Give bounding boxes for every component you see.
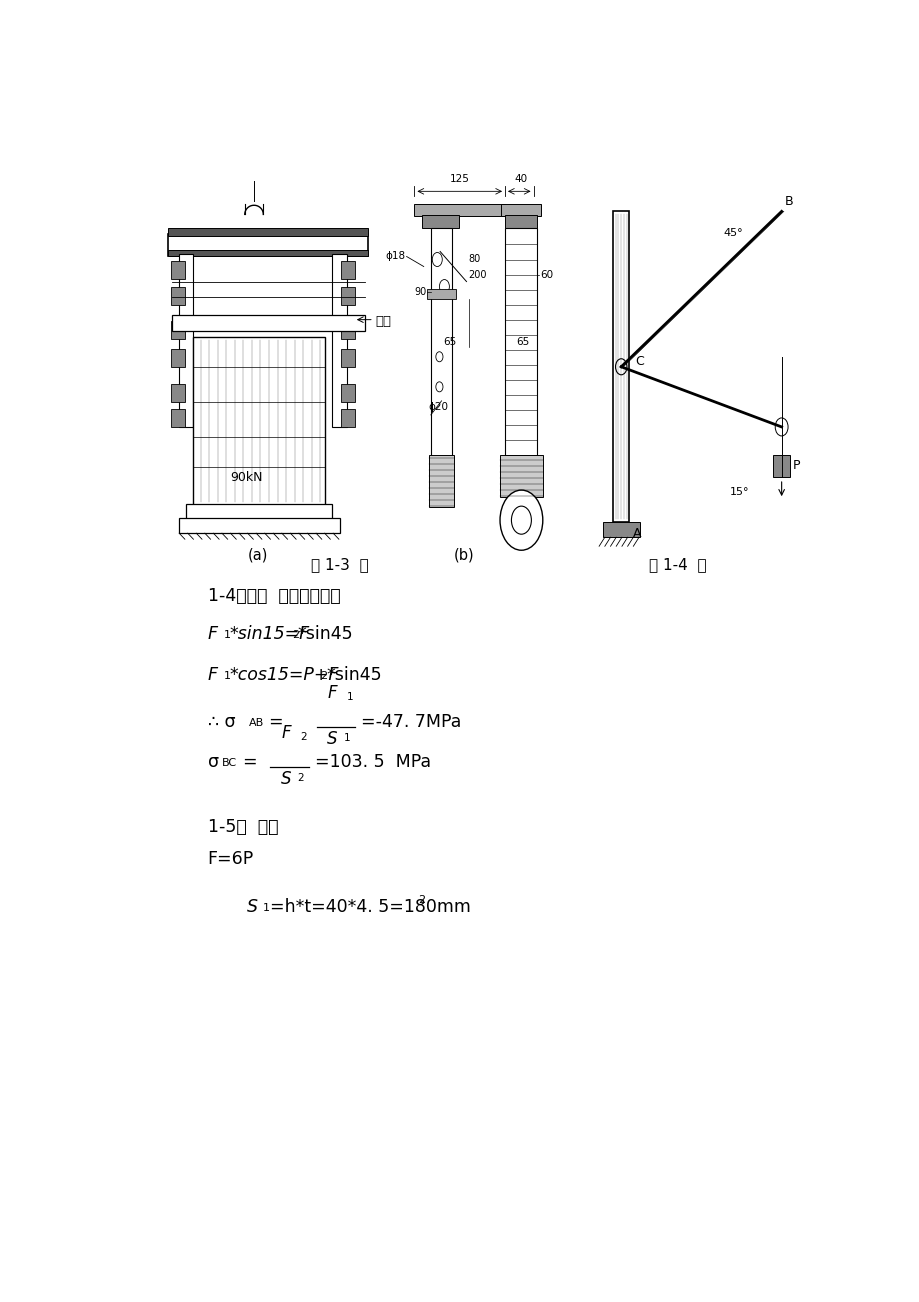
Text: 2: 2 (291, 630, 299, 641)
Text: S: S (327, 729, 337, 747)
Text: 2: 2 (300, 732, 307, 742)
Text: 1-5：  解：: 1-5： 解： (208, 818, 278, 836)
Bar (170, 286, 185, 305)
Bar (170, 320, 185, 339)
Text: 90: 90 (414, 286, 426, 297)
Text: =103. 5  MPa: =103. 5 MPa (314, 753, 430, 771)
Bar (341, 320, 355, 339)
Text: 题 1-3  图: 题 1-3 图 (311, 557, 369, 573)
Bar (501, 204, 540, 216)
Text: 1: 1 (223, 630, 230, 641)
Text: =-47. 7MPa: =-47. 7MPa (360, 712, 460, 730)
Bar (168, 234, 368, 256)
Bar (170, 409, 185, 427)
Circle shape (500, 490, 542, 551)
Bar (414, 204, 505, 216)
Circle shape (432, 253, 442, 267)
Text: 1: 1 (346, 691, 353, 702)
Text: F: F (208, 625, 218, 643)
Text: P: P (792, 458, 800, 471)
Bar (428, 454, 454, 508)
Text: 1: 1 (223, 671, 230, 681)
Text: 题 1-4  图: 题 1-4 图 (649, 557, 707, 573)
Text: 60: 60 (539, 270, 552, 280)
Text: 40: 40 (514, 174, 527, 185)
Bar (602, 522, 639, 538)
Text: 80: 80 (468, 254, 480, 263)
Text: 吊杆: 吊杆 (375, 315, 391, 328)
Text: AB: AB (249, 717, 264, 728)
Bar (168, 250, 368, 256)
Text: 45°: 45° (722, 228, 742, 238)
Text: 90kN: 90kN (231, 470, 263, 483)
Bar (421, 215, 459, 228)
Circle shape (615, 359, 626, 375)
Bar (170, 349, 185, 367)
Text: S: S (246, 898, 257, 917)
Text: *sin15=F: *sin15=F (229, 625, 309, 643)
Text: 1: 1 (262, 904, 269, 913)
Bar (170, 384, 185, 402)
Circle shape (511, 506, 531, 534)
Text: F: F (208, 665, 218, 684)
Text: S: S (280, 769, 291, 788)
Bar (772, 454, 789, 477)
Bar (179, 254, 193, 427)
Text: BC: BC (221, 758, 237, 768)
Circle shape (775, 418, 788, 436)
Text: 200: 200 (468, 270, 486, 280)
Circle shape (436, 381, 443, 392)
Text: B: B (785, 195, 793, 208)
Text: *sin45: *sin45 (297, 625, 353, 643)
Bar (430, 228, 451, 457)
Text: *cos15=P+F: *cos15=P+F (229, 665, 338, 684)
Bar (168, 228, 368, 237)
Text: ∴ σ: ∴ σ (208, 712, 235, 730)
Text: =h*t=40*4. 5=180mm: =h*t=40*4. 5=180mm (269, 898, 471, 917)
Bar (613, 211, 629, 522)
Text: *sin45: *sin45 (325, 665, 381, 684)
Text: 2: 2 (320, 671, 327, 681)
Bar (341, 349, 355, 367)
Bar (193, 337, 325, 505)
Circle shape (436, 352, 443, 362)
Bar (186, 504, 332, 519)
Text: 65: 65 (443, 337, 456, 346)
Bar (341, 260, 355, 279)
Text: 2: 2 (297, 773, 304, 783)
Text: C: C (634, 355, 642, 368)
Text: (b): (b) (454, 547, 474, 562)
Bar (505, 228, 537, 457)
Circle shape (439, 280, 448, 293)
Text: 1-4：解：  受力分析得：: 1-4：解： 受力分析得： (208, 587, 340, 605)
Text: A: A (632, 527, 641, 540)
Text: 65: 65 (516, 337, 529, 346)
Text: σ: σ (208, 753, 219, 771)
Bar (179, 518, 339, 534)
Bar (341, 409, 355, 427)
Bar (172, 315, 364, 331)
Text: =: = (268, 712, 283, 730)
Text: 125: 125 (449, 174, 470, 185)
Bar (170, 260, 185, 279)
Text: F=6P: F=6P (208, 850, 254, 868)
Bar (500, 454, 542, 497)
Bar (505, 215, 537, 228)
Bar (341, 286, 355, 305)
Text: F: F (281, 724, 290, 742)
Text: 1: 1 (344, 733, 350, 742)
Text: =: = (242, 753, 256, 771)
Text: (a): (a) (247, 547, 267, 562)
Text: 2: 2 (417, 894, 425, 905)
Bar (332, 254, 346, 427)
Text: ϕ20: ϕ20 (427, 402, 448, 411)
Text: ϕ18: ϕ18 (385, 251, 405, 262)
Text: F: F (327, 684, 337, 702)
Bar (426, 289, 455, 298)
Bar (341, 384, 355, 402)
Text: 15°: 15° (729, 487, 748, 497)
